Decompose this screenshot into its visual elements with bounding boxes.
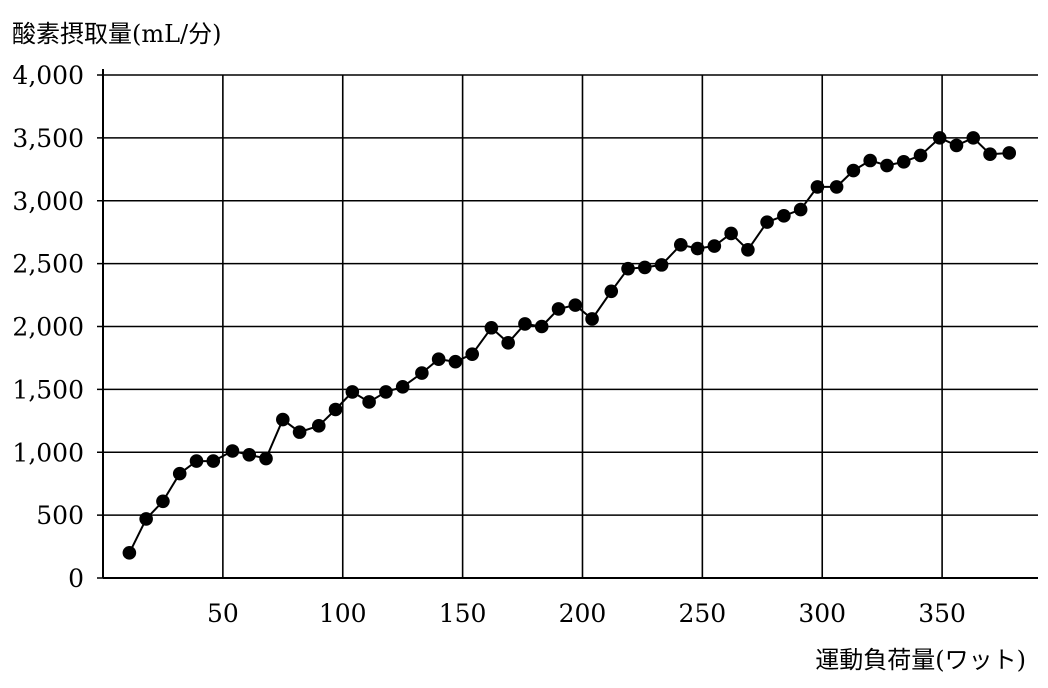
data-point <box>585 312 599 326</box>
data-point <box>673 237 688 252</box>
data-point <box>932 131 947 145</box>
data-point <box>395 380 410 394</box>
data-point <box>292 425 307 439</box>
data-point <box>345 385 360 399</box>
data-point <box>760 215 774 229</box>
data-point <box>551 302 566 316</box>
data-point <box>568 298 583 312</box>
data-point <box>518 317 532 331</box>
data-point <box>225 444 240 458</box>
x-tick-label: 350 <box>918 599 966 628</box>
data-point <box>949 138 964 153</box>
data-point <box>966 131 981 145</box>
y-tick-label: 2,500 <box>12 250 84 279</box>
data-point <box>311 419 326 433</box>
data-point <box>896 154 911 169</box>
x-axis-title: 運動負荷量(ワット) <box>815 646 1026 674</box>
y-tick-label: 3,500 <box>12 124 84 153</box>
data-point <box>880 158 894 173</box>
x-tick-label: 100 <box>319 599 367 628</box>
data-point <box>829 180 844 194</box>
data-point <box>1002 146 1017 160</box>
data-point <box>654 258 669 272</box>
data-point <box>242 447 257 462</box>
data-point <box>156 494 170 509</box>
data-point <box>621 261 635 276</box>
x-tick-label: 150 <box>439 599 487 628</box>
data-point <box>465 347 480 361</box>
data-point <box>362 395 376 409</box>
data-point <box>501 336 515 350</box>
data-point <box>415 366 429 380</box>
data-point <box>276 412 290 427</box>
y-tick-label: 2,000 <box>12 313 84 342</box>
y-tick-label: 1,000 <box>12 438 84 467</box>
data-point <box>189 454 204 468</box>
y-tick-label: 0 <box>68 564 84 593</box>
series-line <box>128 136 1010 554</box>
data-point <box>379 385 393 399</box>
x-tick-label: 300 <box>798 599 846 628</box>
data-point <box>810 180 825 194</box>
data-point <box>448 354 463 369</box>
data-point <box>604 284 619 299</box>
x-tick-label: 200 <box>559 599 607 628</box>
data-point <box>172 466 187 481</box>
data-point <box>259 451 273 466</box>
data-point <box>793 202 808 217</box>
data-point <box>638 260 652 275</box>
data-point <box>328 402 343 417</box>
data-point <box>983 147 997 162</box>
x-tick-label: 250 <box>678 599 726 628</box>
data-point <box>206 454 221 468</box>
data-point <box>431 352 446 366</box>
data-point <box>484 320 499 335</box>
data-point <box>690 241 705 256</box>
data-point <box>846 163 861 178</box>
data-point <box>913 148 928 163</box>
x-tick-label: 50 <box>207 599 239 628</box>
y-tick-label: 3,000 <box>12 187 84 216</box>
data-point <box>122 546 137 560</box>
y-axis-title: 酸素摂取量(mL/分) <box>12 20 222 48</box>
data-point <box>139 512 153 526</box>
data-point <box>724 226 738 241</box>
y-tick-label: 500 <box>36 501 84 530</box>
data-point <box>707 239 722 253</box>
data-point <box>741 242 755 257</box>
data-point <box>534 319 549 334</box>
data-point <box>863 153 877 168</box>
data-point <box>777 209 791 223</box>
y-tick-label: 1,500 <box>12 375 84 404</box>
y-tick-label: 4,000 <box>12 61 84 90</box>
